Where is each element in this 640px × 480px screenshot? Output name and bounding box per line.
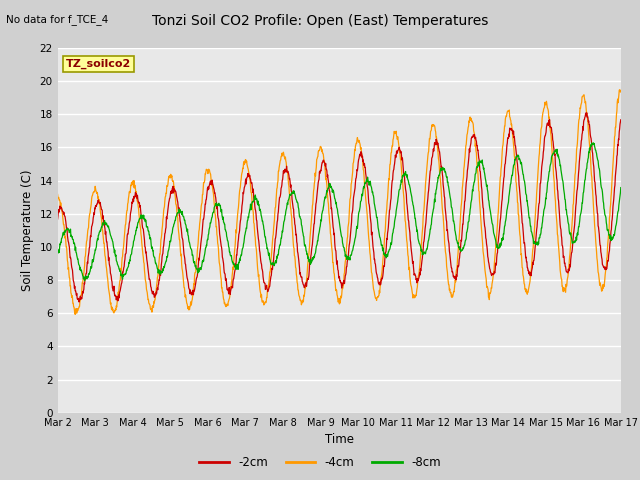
X-axis label: Time: Time bbox=[324, 433, 354, 446]
Legend: -2cm, -4cm, -8cm: -2cm, -4cm, -8cm bbox=[195, 452, 445, 474]
Text: No data for f_TCE_4: No data for f_TCE_4 bbox=[6, 14, 109, 25]
Text: TZ_soilco2: TZ_soilco2 bbox=[66, 59, 131, 69]
Text: Tonzi Soil CO2 Profile: Open (East) Temperatures: Tonzi Soil CO2 Profile: Open (East) Temp… bbox=[152, 14, 488, 28]
Y-axis label: Soil Temperature (C): Soil Temperature (C) bbox=[21, 169, 34, 291]
